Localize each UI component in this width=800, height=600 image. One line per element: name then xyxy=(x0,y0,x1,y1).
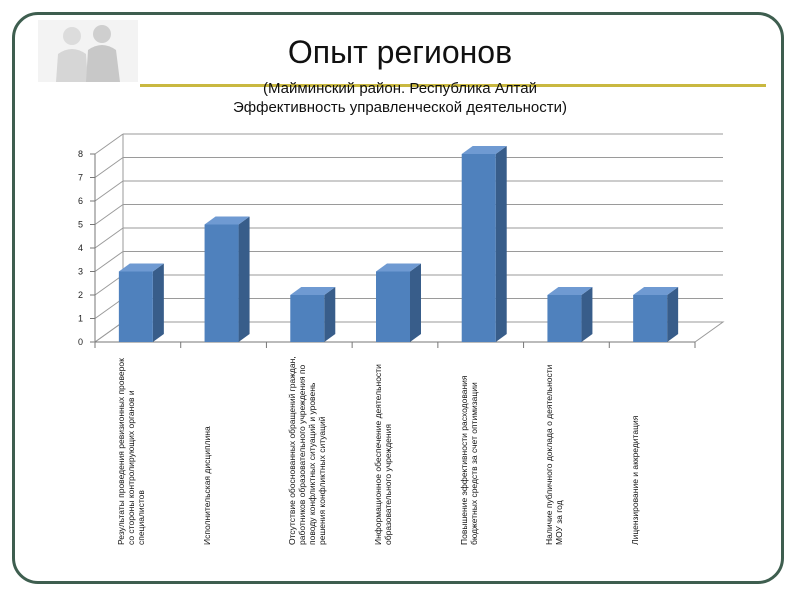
bar xyxy=(204,224,239,342)
grid-depth-line xyxy=(94,251,124,272)
bar-top xyxy=(461,146,507,154)
x-tick-label: Лицензирование и аккредитация xyxy=(630,415,641,545)
bar-top xyxy=(204,216,250,225)
bar-top xyxy=(547,287,593,295)
slide-title: Опыт регионов xyxy=(287,34,513,70)
x-tick-label: Повышение эффективности расходования бюд… xyxy=(458,375,479,545)
y-tick-label: 0 xyxy=(78,337,83,347)
y-tick-label: 1 xyxy=(78,314,83,324)
bar-side xyxy=(581,287,593,342)
x-tick-label: Информационное обеспечение деятельности … xyxy=(373,364,393,545)
bar xyxy=(376,271,410,342)
bar-top xyxy=(633,287,679,295)
bar xyxy=(290,295,325,342)
business-people-logo-icon xyxy=(38,20,138,82)
bar-side xyxy=(324,287,336,342)
bar-side xyxy=(495,146,507,342)
grid-depth-line xyxy=(94,133,124,155)
bar-side xyxy=(152,263,164,342)
y-tick-label: 4 xyxy=(78,243,83,253)
grid-depth-line xyxy=(94,298,124,319)
bar xyxy=(633,295,668,342)
bar-top xyxy=(376,263,421,272)
x-tick-label: Результаты проведения ревизионных провер… xyxy=(115,358,146,545)
y-tick-label: 2 xyxy=(78,290,83,300)
grid-depth-line xyxy=(94,204,124,225)
bar-side xyxy=(410,263,421,342)
grid-depth-line xyxy=(94,227,124,249)
y-tick-label: 8 xyxy=(78,149,83,159)
grid-depth-line xyxy=(94,157,124,178)
accent-line xyxy=(140,84,766,87)
x-tick-label: Наличие публичного доклада о деятельност… xyxy=(544,364,565,545)
bar-side xyxy=(667,287,679,342)
bar-top xyxy=(290,287,336,295)
slide-subtitle-line2: Эффективность управленческой деятельност… xyxy=(232,99,568,116)
bar xyxy=(547,295,582,342)
grid-depth-line xyxy=(94,274,124,296)
bar xyxy=(461,154,496,342)
bar-top xyxy=(118,263,164,272)
x-tick-label: Исполнительская дисциплина xyxy=(201,426,212,545)
y-tick-label: 3 xyxy=(78,267,83,277)
y-tick-label: 6 xyxy=(78,196,83,206)
bar xyxy=(118,271,153,342)
bar-side xyxy=(238,216,250,342)
slide-subtitle-line1: (Майминский район. Республика Алтай xyxy=(263,80,537,97)
y-tick-label: 7 xyxy=(78,173,83,183)
grid-depth-line xyxy=(94,180,124,202)
y-tick-label: 5 xyxy=(78,220,83,230)
x-tick-label: Отсутствие обоснованных обращений гражда… xyxy=(287,356,328,545)
